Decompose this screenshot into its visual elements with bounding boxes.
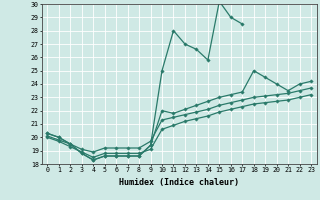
X-axis label: Humidex (Indice chaleur): Humidex (Indice chaleur)	[119, 178, 239, 187]
